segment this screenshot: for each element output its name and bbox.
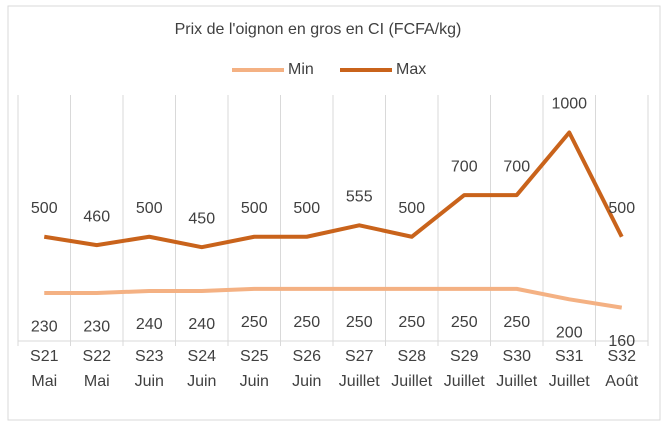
data-label: 500 <box>241 200 268 217</box>
chart-border <box>7 5 661 421</box>
x-tick-label: Juillet <box>444 373 485 390</box>
x-tick-label: Juin <box>292 373 321 390</box>
x-tick-label: S32 <box>608 348 637 365</box>
legend-label: Min <box>288 61 314 78</box>
data-label: 1000 <box>551 96 587 113</box>
data-label: 500 <box>293 200 320 217</box>
x-tick-label: S23 <box>135 348 164 365</box>
data-label: 700 <box>503 158 530 175</box>
data-label: 250 <box>293 314 320 331</box>
x-tick-label: S27 <box>345 348 374 365</box>
data-label: 500 <box>31 200 58 217</box>
data-label: 230 <box>83 318 110 335</box>
x-tick-label: Mai <box>84 373 110 390</box>
x-tick-label: Juin <box>187 373 216 390</box>
x-tick-label: Juillet <box>496 373 537 390</box>
data-label: 230 <box>31 318 58 335</box>
x-tick-label: Juillet <box>391 373 432 390</box>
data-label: 500 <box>398 200 425 217</box>
x-tick-label: Juin <box>240 373 269 390</box>
x-tick-label: S22 <box>83 348 112 365</box>
data-label: 500 <box>136 200 163 217</box>
data-label: 500 <box>608 200 635 217</box>
data-label: 250 <box>398 314 425 331</box>
x-tick-label: Août <box>605 373 638 390</box>
x-tick-label: S21 <box>30 348 59 365</box>
data-label: 250 <box>346 314 373 331</box>
x-tick-label: Juillet <box>549 373 590 390</box>
series-line <box>44 286 623 310</box>
data-label: 160 <box>608 333 635 350</box>
data-label: 460 <box>83 208 110 225</box>
x-tick-label: S25 <box>240 348 269 365</box>
data-label: 240 <box>188 316 215 333</box>
x-tick-label: Mai <box>31 373 57 390</box>
x-tick-label: Juin <box>135 373 164 390</box>
data-label: 700 <box>451 158 478 175</box>
data-label: 240 <box>136 316 163 333</box>
x-tick-label: S24 <box>188 348 217 365</box>
x-tick-label: S30 <box>503 348 532 365</box>
legend-label: Max <box>396 61 426 78</box>
data-label: 555 <box>346 189 373 206</box>
data-label: 250 <box>451 314 478 331</box>
chart-title: Prix de l'oignon en gros en CI (FCFA/kg) <box>175 21 462 38</box>
data-label: 250 <box>503 314 530 331</box>
data-label: 450 <box>188 210 215 227</box>
x-tick-label: S26 <box>293 348 322 365</box>
x-tick-label: S31 <box>555 348 584 365</box>
x-tick-label: S28 <box>398 348 427 365</box>
data-label: 200 <box>556 325 583 342</box>
x-tick-label: S29 <box>450 348 479 365</box>
data-label: 250 <box>241 314 268 331</box>
series-line <box>43 130 624 250</box>
x-tick-label: Juillet <box>339 373 380 390</box>
